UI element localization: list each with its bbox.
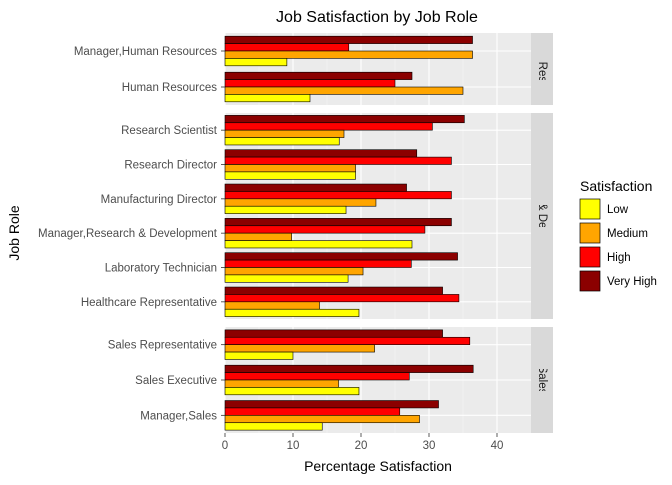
- bar-medium: [224, 86, 464, 95]
- bar-very-high: [224, 115, 465, 124]
- bar-low: [224, 351, 294, 360]
- legend-label: Low: [607, 204, 629, 216]
- bar-medium: [224, 164, 356, 173]
- bar-very-high: [224, 400, 439, 409]
- bar-low: [224, 94, 311, 103]
- x-tick-label: 40: [491, 440, 504, 452]
- bar-low: [224, 308, 360, 317]
- bar-very-high: [224, 71, 413, 80]
- category-label: Manager,Human Resources: [74, 46, 217, 58]
- bar-low: [224, 387, 360, 396]
- category-label: Laboratory Technician: [105, 263, 217, 275]
- bar-medium: [224, 415, 420, 424]
- facet-strip: [531, 113, 553, 319]
- bar-high: [224, 156, 452, 165]
- bar-medium: [224, 129, 345, 138]
- bar-high: [224, 191, 452, 200]
- category-label: Healthcare Representative: [81, 297, 217, 309]
- bar-low: [224, 171, 356, 180]
- bar-low: [224, 274, 349, 283]
- bar-high: [224, 122, 433, 131]
- category-label: Manufacturing Director: [101, 194, 217, 206]
- bar-very-high: [224, 149, 418, 158]
- bar-low: [224, 205, 347, 214]
- bar-high: [224, 294, 460, 303]
- panel-background: [225, 113, 531, 319]
- bar-medium: [224, 50, 473, 59]
- category-label: Manager,Research & Development: [38, 228, 218, 240]
- bar-low: [224, 137, 340, 146]
- chart-title: Job Satisfaction by Job Role: [276, 9, 478, 26]
- legend-title: Satisfaction: [580, 178, 652, 194]
- bar-medium: [224, 232, 292, 241]
- bar-very-high: [224, 252, 458, 261]
- bar-high: [224, 336, 471, 345]
- x-tick-label: 10: [287, 440, 300, 452]
- facet-strip: [531, 327, 553, 433]
- bar-high: [224, 225, 426, 234]
- x-tick-label: 0: [222, 440, 228, 452]
- category-label: Manager,Sales: [140, 410, 217, 422]
- legend-label: Very High: [607, 276, 657, 288]
- y-axis-title: Job Role: [6, 205, 22, 260]
- bar-very-high: [224, 364, 474, 373]
- bar-high: [224, 259, 412, 268]
- bar-low: [224, 58, 288, 67]
- bar-high: [224, 372, 410, 381]
- bar-low: [224, 422, 323, 431]
- legend-key-low: [579, 198, 601, 220]
- bar-high: [224, 79, 396, 88]
- category-label: Research Director: [124, 160, 217, 172]
- facet-strip-label: Research & Development: [536, 150, 548, 282]
- bar-medium: [224, 344, 375, 353]
- category-label: Sales Representative: [108, 340, 217, 352]
- bar-very-high: [224, 286, 443, 295]
- legend-key-medium: [579, 222, 601, 244]
- x-axis-title: Percentage Satisfaction: [304, 458, 452, 474]
- category-label: Sales Executive: [135, 375, 217, 387]
- facet-strip: [531, 33, 553, 105]
- category-label: Research Scientist: [121, 125, 218, 137]
- bar-high: [224, 407, 401, 416]
- bar-very-high: [224, 183, 407, 192]
- facet-strip-label: Human Resources: [536, 21, 548, 116]
- legend-label: High: [607, 252, 631, 264]
- legend-label: Medium: [607, 228, 648, 240]
- legend-key-high: [579, 246, 601, 268]
- bar-high: [224, 43, 350, 52]
- bar-very-high: [224, 35, 473, 44]
- legend-key-very-high: [579, 270, 601, 292]
- bar-low: [224, 240, 413, 249]
- x-tick-label: 20: [355, 440, 368, 452]
- facet-strip-label: Sales: [536, 366, 548, 395]
- category-label: Human Resources: [122, 82, 217, 94]
- bar-very-high: [224, 329, 443, 338]
- bar-medium: [224, 198, 377, 207]
- bar-medium: [224, 379, 339, 388]
- bar-medium: [224, 267, 364, 276]
- bar-medium: [224, 301, 320, 310]
- x-tick-label: 30: [423, 440, 436, 452]
- bar-very-high: [224, 218, 452, 227]
